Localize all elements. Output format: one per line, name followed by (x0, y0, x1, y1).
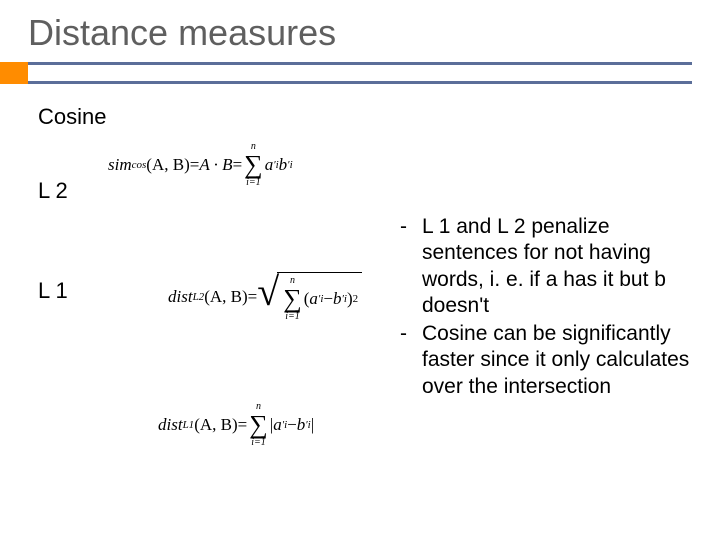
sigma-block: n ∑ i=1 (249, 402, 268, 448)
term-a: a (265, 155, 274, 175)
sum-lower: i=1 (251, 438, 266, 448)
equals: = (248, 287, 258, 307)
equals: = (233, 155, 243, 175)
abs-bar: | (311, 415, 314, 435)
horizontal-rule (28, 62, 692, 84)
sigma-symbol: ∑ (249, 412, 268, 438)
sigma-symbol: ∑ (283, 286, 302, 312)
bullet-dash: - (400, 214, 422, 319)
formula-text: dist (168, 287, 193, 307)
formula-text: sim (108, 155, 132, 175)
formula-text: dist (158, 415, 183, 435)
sigma-block: n ∑ i=1 (283, 276, 302, 322)
squared: 2 (353, 293, 359, 305)
bullet-text: Cosine can be significantly faster since… (422, 321, 690, 400)
formula-args: (A, B) (146, 155, 189, 175)
formula-subscript: L2 (193, 291, 205, 303)
formula-subscript: L1 (183, 419, 195, 431)
minus: − (287, 415, 297, 435)
cosine-heading: Cosine (38, 104, 692, 130)
cosine-formula: simcos(A, B) = A · B = n ∑ i=1 a′ib′i (108, 142, 293, 188)
formula-args: (A, B) (204, 287, 247, 307)
accent-block (0, 62, 28, 84)
sum-lower: i=1 (285, 312, 300, 322)
bullet-list: - L 1 and L 2 penalize sentences for not… (400, 214, 690, 402)
formula-args: (A, B) (194, 415, 237, 435)
slide-content: Cosine simcos(A, B) = A · B = n ∑ i=1 a′… (0, 84, 720, 304)
slide-title: Distance measures (0, 0, 720, 62)
sigma-block: n ∑ i=1 (244, 142, 263, 188)
list-item: - Cosine can be significantly faster sin… (400, 321, 690, 400)
l2-formula: distL2(A, B) = √ n ∑ i=1 (a′i − b′i)2 (168, 272, 362, 322)
title-divider (0, 62, 692, 84)
sum-lower: i=1 (246, 178, 261, 188)
sub-i: i (290, 159, 293, 171)
term-b: b (333, 289, 342, 309)
sigma-symbol: ∑ (244, 152, 263, 178)
l1-formula: distL1(A, B) = n ∑ i=1 |a′i − b′i| (158, 402, 314, 448)
bullet-dash: - (400, 321, 422, 400)
equals: = (238, 415, 248, 435)
term-b: b (279, 155, 288, 175)
formula-text: A · B (199, 155, 232, 175)
sqrt-block: √ n ∑ i=1 (a′i − b′i)2 (257, 272, 362, 322)
radical-symbol: √ (257, 272, 279, 322)
formula-subscript: cos (132, 159, 147, 171)
minus: − (323, 289, 333, 309)
equals: = (190, 155, 200, 175)
term-a: a (309, 289, 318, 309)
term-b: b (297, 415, 306, 435)
term-a: a (273, 415, 282, 435)
bullet-text: L 1 and L 2 penalize sentences for not h… (422, 214, 690, 319)
list-item: - L 1 and L 2 penalize sentences for not… (400, 214, 690, 319)
